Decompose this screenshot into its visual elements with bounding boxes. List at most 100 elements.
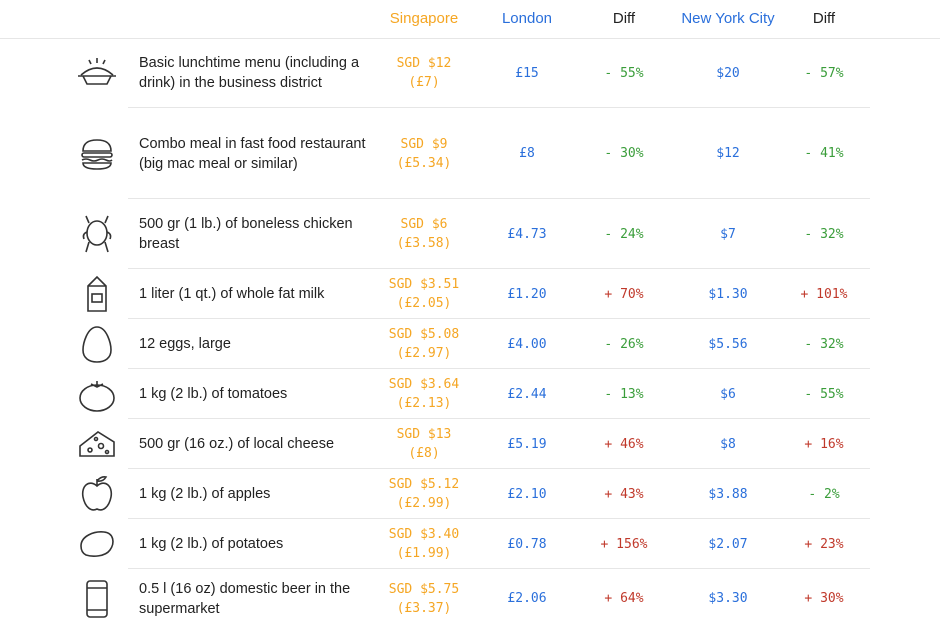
singapore-sgd: SGD $13 xyxy=(396,427,452,442)
diff-london: - 13% xyxy=(604,386,644,402)
singapore-price: SGD $5.75 (£3.37) xyxy=(370,569,478,628)
diff-london: + 46% xyxy=(604,436,644,452)
row-divider xyxy=(128,568,870,569)
diff-london: - 24% xyxy=(604,226,644,242)
singapore-gbp: (£1.99) xyxy=(396,546,452,561)
row-divider xyxy=(128,268,870,269)
burger-icon xyxy=(72,108,122,199)
london-price: £5.19 xyxy=(507,436,547,452)
singapore-gbp: (£8) xyxy=(408,446,440,461)
potato-icon xyxy=(72,519,122,569)
row-divider xyxy=(128,468,870,469)
table-row: 1 kg (2 lb.) of tomatoes SGD $3.64 (£2.13)… xyxy=(0,369,940,419)
nyc-price: $8 xyxy=(720,436,736,452)
singapore-gbp: (£3.58) xyxy=(396,236,452,251)
nyc-price: $1.30 xyxy=(708,286,748,302)
diff-london: + 43% xyxy=(604,486,644,502)
singapore-gbp: (£2.97) xyxy=(396,346,452,361)
item-label: 1 kg (2 lb.) of tomatoes xyxy=(139,386,288,402)
singapore-price: SGD $5.08 (£2.97) xyxy=(370,319,478,369)
nyc-price: $2.07 xyxy=(708,536,748,552)
table-row: 1 liter (1 qt.) of whole fat milk SGD $3.… xyxy=(0,269,940,319)
singapore-price: SGD $12 (£7) xyxy=(370,38,478,108)
beer-can-icon xyxy=(72,569,122,628)
table-row: Combo meal in fast food restaurant (big … xyxy=(0,108,940,199)
diff-nyc: - 55% xyxy=(804,386,844,402)
singapore-price: SGD $5.12 (£2.99) xyxy=(370,469,478,519)
singapore-price: SGD $3.64 (£2.13) xyxy=(370,369,478,419)
london-price: £4.73 xyxy=(507,226,547,242)
table-row: 0.5 l (16 oz) domestic beer in the super… xyxy=(0,569,940,628)
singapore-price: SGD $9 (£5.34) xyxy=(370,108,478,199)
milk-carton-icon xyxy=(72,269,122,319)
row-divider xyxy=(128,318,870,319)
singapore-sgd: SGD $3.51 xyxy=(388,277,460,292)
singapore-sgd: SGD $5.08 xyxy=(388,327,460,342)
nyc-price: $3.88 xyxy=(708,486,748,502)
singapore-sgd: SGD $5.75 xyxy=(388,581,460,597)
diff-london: - 55% xyxy=(604,65,644,81)
singapore-gbp: (£2.99) xyxy=(396,496,452,511)
header-london: London xyxy=(501,10,553,27)
table-row: 500 gr (16 oz.) of local cheese SGD $13 (£… xyxy=(0,419,940,469)
table-row: 1 kg (2 lb.) of potatoes SGD $3.40 (£1.99)… xyxy=(0,519,940,569)
row-divider xyxy=(128,368,870,369)
row-divider xyxy=(128,198,870,199)
item-label: 0.5 l (16 oz) domestic beer in the super… xyxy=(139,580,351,617)
singapore-gbp: (£5.34) xyxy=(396,155,452,171)
london-price: £4.00 xyxy=(507,336,547,352)
singapore-gbp: (£2.13) xyxy=(396,396,452,411)
singapore-sgd: SGD $12 xyxy=(396,56,452,71)
singapore-sgd: SGD $9 xyxy=(400,136,448,152)
item-label: Combo meal in fast food restaurant (big … xyxy=(139,135,366,172)
table-row: 12 eggs, large SGD $5.08 (£2.97) £4.00 - 26%… xyxy=(0,319,940,369)
london-price: £2.44 xyxy=(507,386,547,402)
london-price: £0.78 xyxy=(507,536,547,552)
table-row: Basic lunchtime menu (including a drink)… xyxy=(0,38,940,108)
singapore-sgd: SGD $3.64 xyxy=(388,377,460,392)
diff-nyc: + 16% xyxy=(804,436,844,452)
row-divider xyxy=(128,107,870,108)
singapore-gbp: (£7) xyxy=(408,75,440,90)
header-nyc: New York City xyxy=(681,10,775,27)
apple-icon xyxy=(72,469,122,519)
london-price: £15 xyxy=(515,65,539,81)
diff-nyc: - 2% xyxy=(808,486,840,502)
item-label: 1 liter (1 qt.) of whole fat milk xyxy=(139,286,325,302)
diff-nyc: - 41% xyxy=(804,146,844,161)
singapore-sgd: SGD $5.12 xyxy=(388,477,460,492)
row-divider xyxy=(128,518,870,519)
singapore-gbp: (£2.05) xyxy=(396,296,452,311)
diff-nyc: - 32% xyxy=(804,226,844,242)
header-diff-nyc: Diff xyxy=(812,10,836,27)
nyc-price: $12 xyxy=(716,146,740,161)
item-label: 1 kg (2 lb.) of potatoes xyxy=(139,536,284,552)
diff-london: + 64% xyxy=(604,591,644,606)
item-label: 500 gr (16 oz.) of local cheese xyxy=(139,436,335,452)
tomato-icon xyxy=(72,369,122,419)
row-divider xyxy=(128,418,870,419)
diff-london: + 156% xyxy=(600,536,648,552)
diff-london: - 26% xyxy=(604,336,644,352)
nyc-price: $7 xyxy=(720,226,736,242)
diff-nyc: - 32% xyxy=(804,336,844,352)
diff-nyc: + 23% xyxy=(804,536,844,552)
singapore-price: SGD $13 (£8) xyxy=(370,419,478,469)
lunch-plate-icon xyxy=(72,38,122,108)
singapore-price: SGD $6 (£3.58) xyxy=(370,199,478,269)
item-label: Basic lunchtime menu (including a drink)… xyxy=(139,55,360,91)
header-singapore: Singapore xyxy=(389,10,459,27)
table-row: 500 gr (1 lb.) of boneless chicken breas… xyxy=(0,199,940,269)
london-price: £8 xyxy=(519,146,535,161)
diff-london: - 30% xyxy=(604,146,644,161)
diff-nyc: + 30% xyxy=(804,591,844,606)
table-row: 1 kg (2 lb.) of apples SGD $5.12 (£2.99) £2… xyxy=(0,469,940,519)
diff-nyc: - 57% xyxy=(804,65,844,81)
london-price: £2.06 xyxy=(507,591,547,606)
singapore-gbp: (£3.37) xyxy=(396,600,452,616)
diff-nyc: + 101% xyxy=(800,286,848,302)
singapore-sgd: SGD $6 xyxy=(400,217,448,232)
cheese-icon xyxy=(72,419,122,469)
london-price: £1.20 xyxy=(507,286,547,302)
